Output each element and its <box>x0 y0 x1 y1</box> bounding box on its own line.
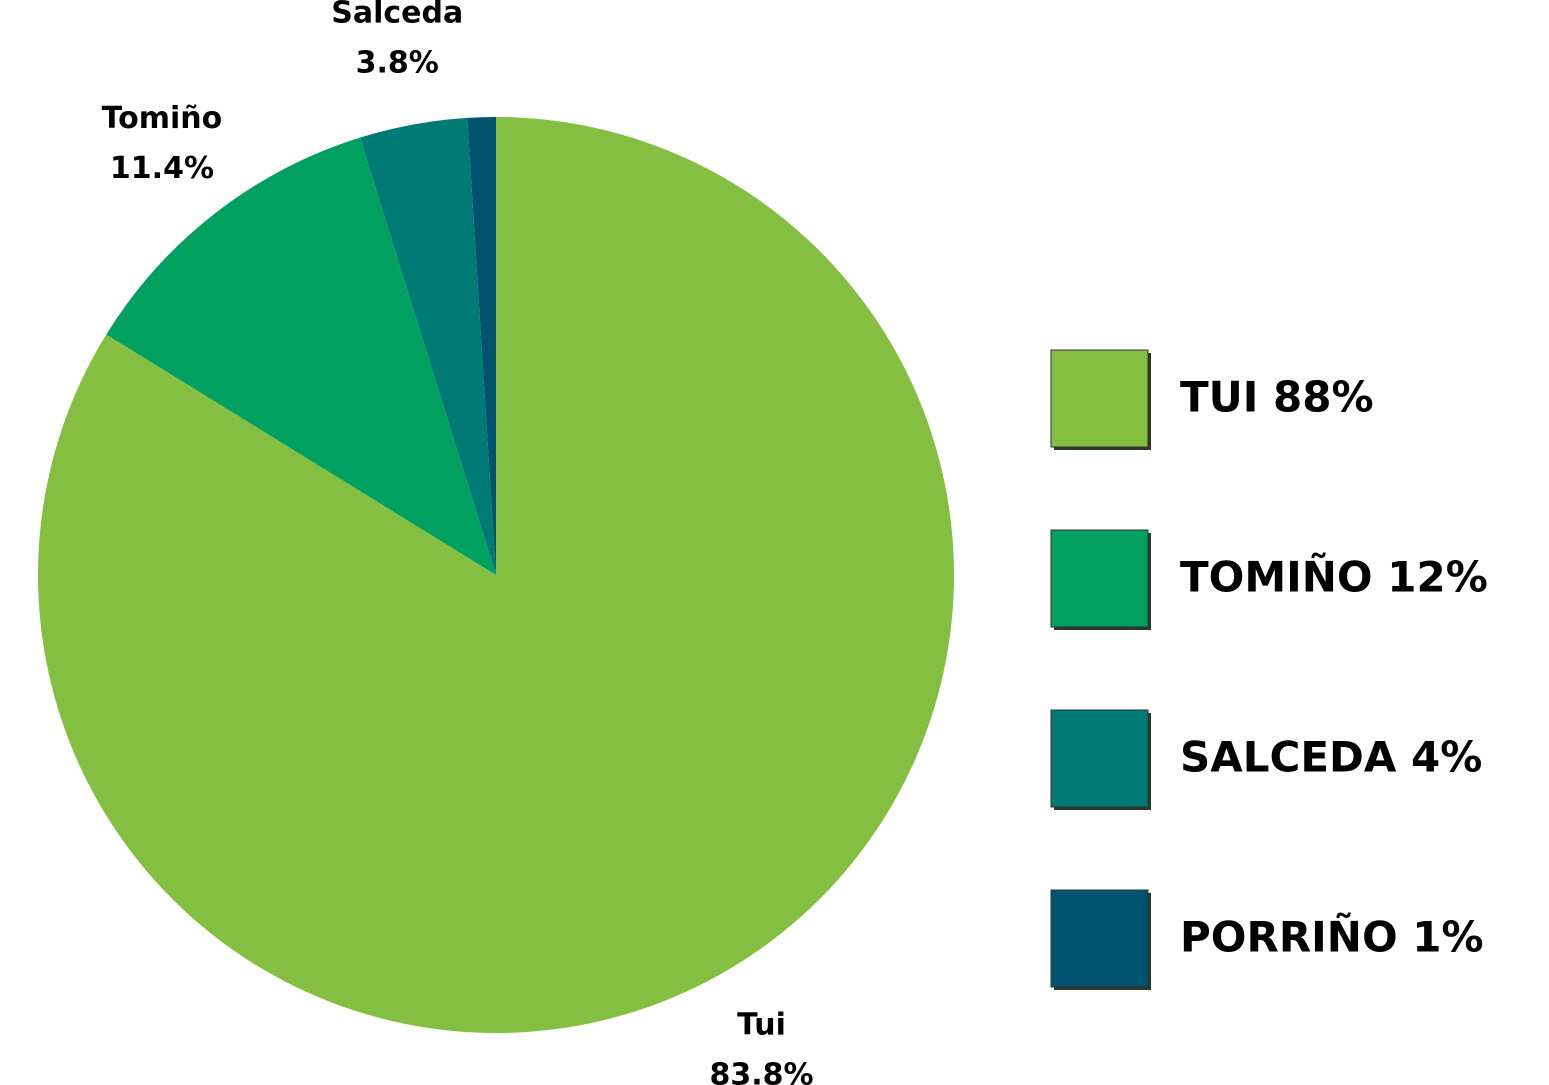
legend-text: SALCEDA 4% <box>1180 733 1482 782</box>
slice-label: Tui <box>737 1007 786 1042</box>
slice-value-label: 11.4% <box>110 151 214 186</box>
slice-value-label: 83.8% <box>710 1057 814 1085</box>
slice-value-label: 3.8% <box>356 46 439 81</box>
legend-swatch <box>1050 709 1149 808</box>
slice-label: Tomiño <box>102 101 223 136</box>
legend-swatch <box>1050 889 1149 988</box>
legend-text: PORRIÑO 1% <box>1180 912 1484 962</box>
legend-swatch <box>1050 349 1149 448</box>
pie-slice <box>106 137 496 575</box>
legend-swatch <box>1050 529 1149 628</box>
pie-slice <box>467 117 496 575</box>
slice-label: Salceda <box>331 0 463 31</box>
legend-text: TUI 88% <box>1180 373 1374 422</box>
pie-slice <box>359 117 496 576</box>
legend-text: TOMIÑO 12% <box>1180 552 1488 602</box>
